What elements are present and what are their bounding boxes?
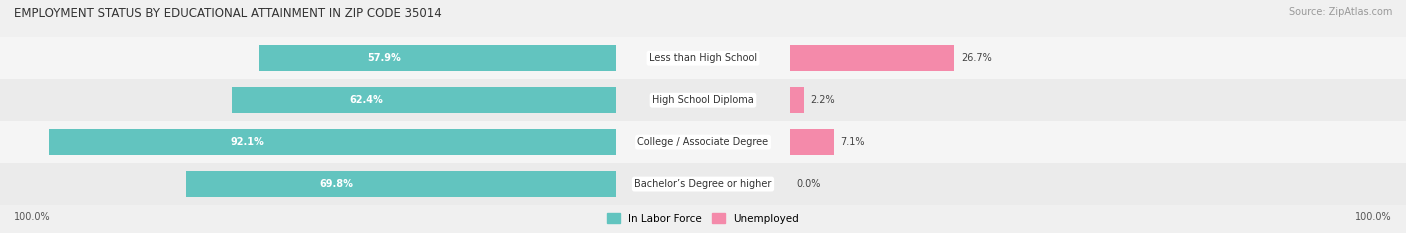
Bar: [790, 87, 804, 113]
Bar: [790, 129, 834, 155]
Bar: [232, 87, 616, 113]
Text: 100.0%: 100.0%: [14, 212, 51, 222]
Legend: In Labor Force, Unemployed: In Labor Force, Unemployed: [603, 209, 803, 228]
Text: 7.1%: 7.1%: [841, 137, 865, 147]
Text: 26.7%: 26.7%: [962, 53, 993, 63]
Text: 92.1%: 92.1%: [231, 137, 264, 147]
Bar: [0, 163, 1406, 205]
Text: High School Diploma: High School Diploma: [652, 95, 754, 105]
Text: 100.0%: 100.0%: [1355, 212, 1392, 222]
Text: College / Associate Degree: College / Associate Degree: [637, 137, 769, 147]
Bar: [0, 121, 1406, 163]
Bar: [259, 45, 616, 71]
Bar: [49, 129, 616, 155]
Text: 62.4%: 62.4%: [349, 95, 382, 105]
Bar: [790, 45, 955, 71]
Text: 57.9%: 57.9%: [367, 53, 401, 63]
Text: EMPLOYMENT STATUS BY EDUCATIONAL ATTAINMENT IN ZIP CODE 35014: EMPLOYMENT STATUS BY EDUCATIONAL ATTAINM…: [14, 7, 441, 20]
Text: 2.2%: 2.2%: [810, 95, 835, 105]
Text: 0.0%: 0.0%: [797, 179, 821, 189]
Bar: [0, 79, 1406, 121]
Text: Source: ZipAtlas.com: Source: ZipAtlas.com: [1288, 7, 1392, 17]
Text: Bachelor’s Degree or higher: Bachelor’s Degree or higher: [634, 179, 772, 189]
Text: Less than High School: Less than High School: [650, 53, 756, 63]
Bar: [186, 171, 616, 197]
Bar: [0, 37, 1406, 79]
Text: 69.8%: 69.8%: [319, 179, 353, 189]
